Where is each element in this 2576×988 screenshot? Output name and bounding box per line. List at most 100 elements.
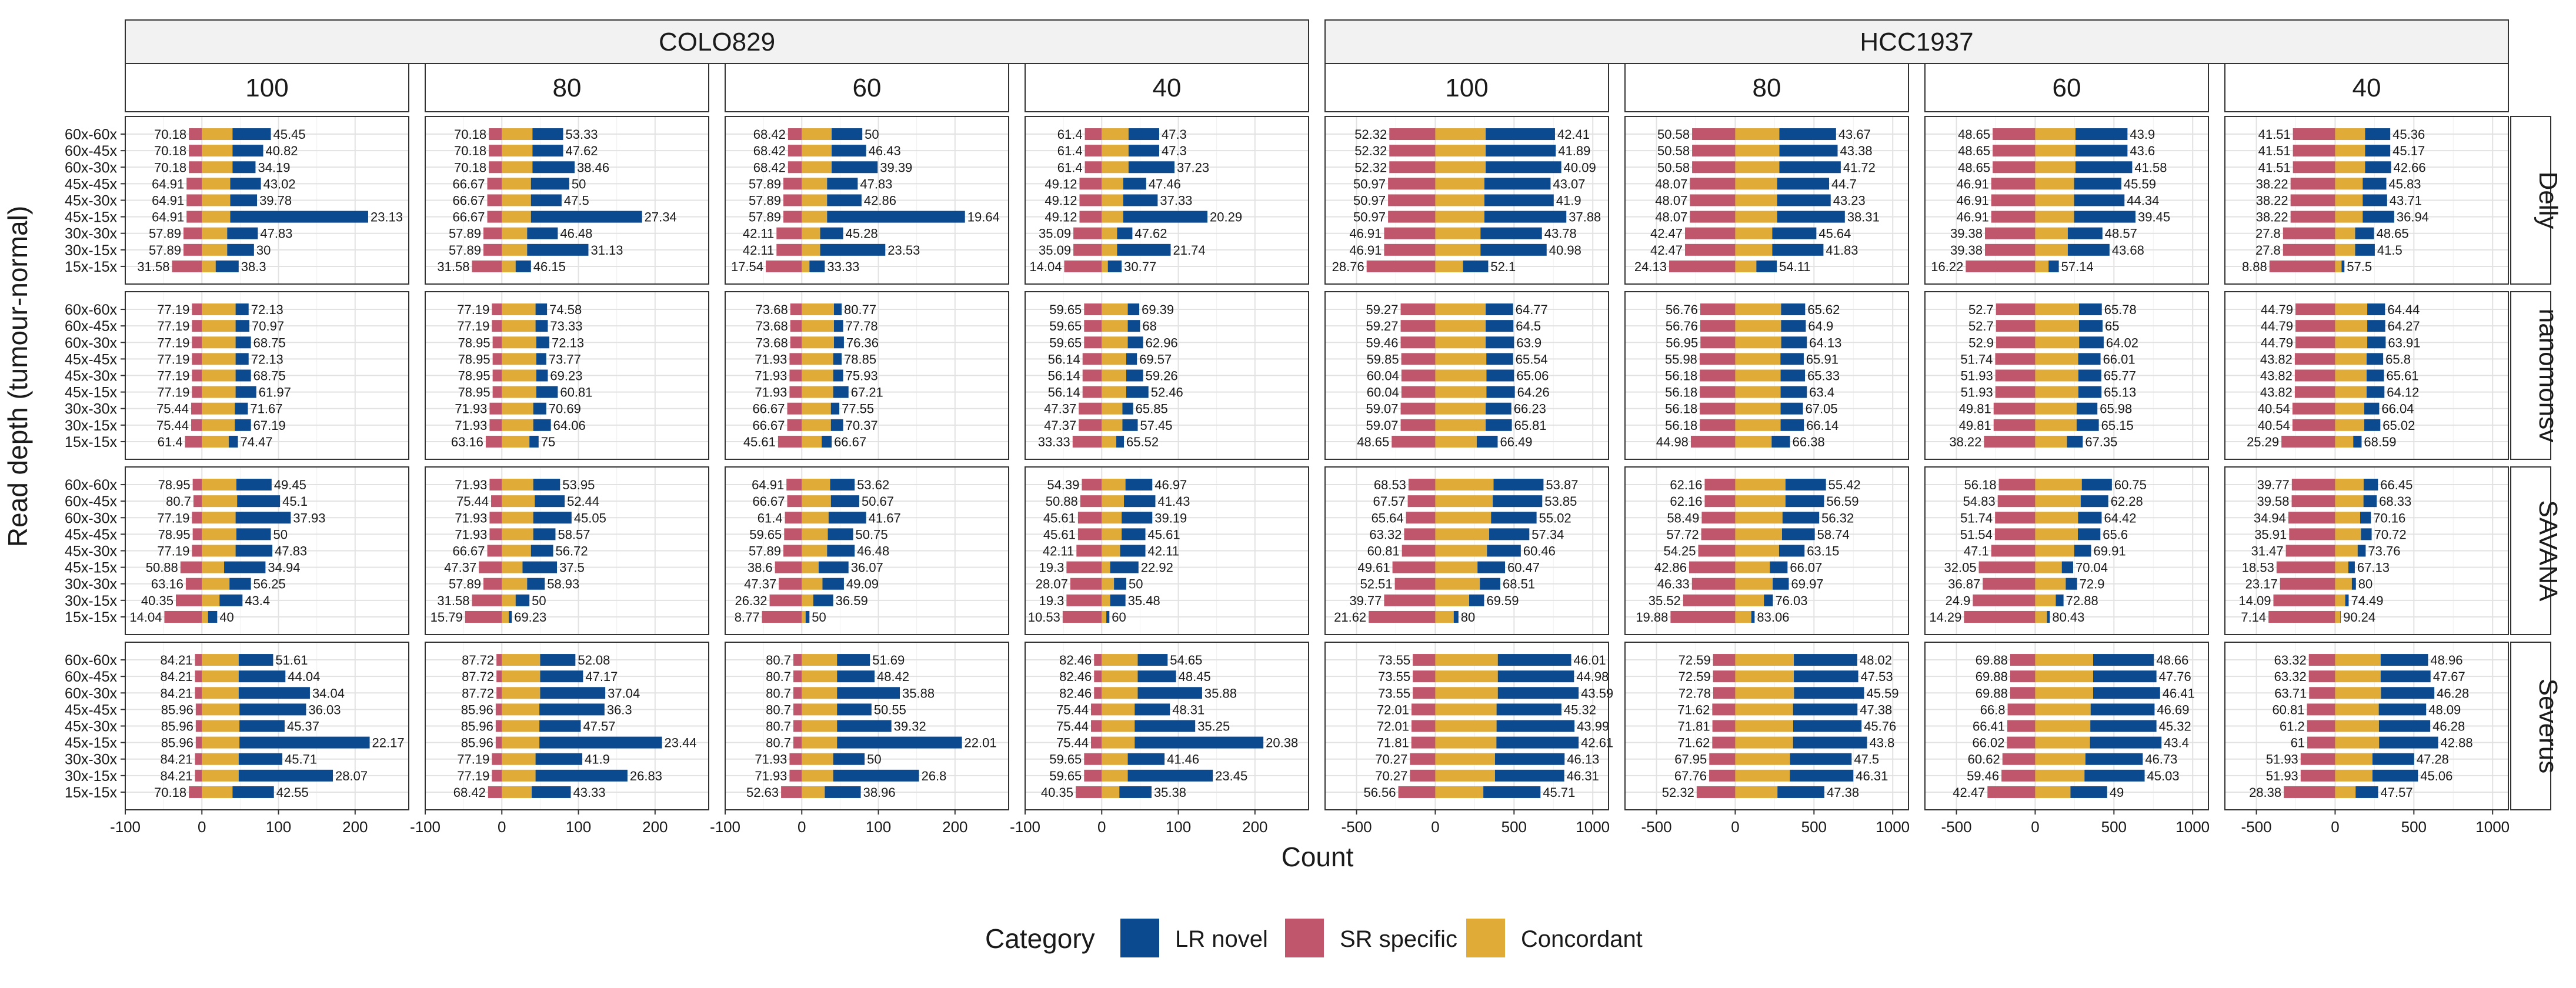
- bar-concordant: [202, 303, 236, 316]
- bar-sr-specific: [776, 243, 802, 256]
- bar-concordant: [1735, 703, 1793, 716]
- data-label-sr: 66.67: [452, 210, 485, 225]
- data-label-sr: 77.19: [157, 544, 189, 559]
- bar-sr-specific: [2295, 303, 2335, 316]
- data-label-lr: 65.15: [2101, 418, 2134, 433]
- bar-sr-specific: [465, 610, 502, 623]
- data-label-sr: 85.96: [161, 702, 193, 717]
- data-label-lr: 69.57: [1139, 352, 1172, 366]
- bar-concordant: [802, 720, 837, 732]
- bar-concordant: [1102, 703, 1135, 716]
- bar-concordant: [802, 561, 819, 573]
- bar-lr-novel: [1779, 128, 1836, 141]
- data-label-lr: 45.64: [1818, 226, 1851, 241]
- data-label-lr: 57.45: [1140, 418, 1172, 433]
- bar-concordant: [802, 419, 831, 431]
- data-label-lr: 23.45: [1215, 769, 1247, 783]
- data-label-sr: 40.54: [2258, 418, 2290, 433]
- bar-concordant: [802, 320, 834, 332]
- bar-sr-specific: [1400, 419, 1436, 431]
- data-label-lr: 64.12: [2387, 385, 2419, 400]
- data-label-sr: 77.19: [157, 319, 189, 333]
- legend-swatch-sr-specific: [1285, 919, 1324, 957]
- bar-concordant: [502, 720, 540, 732]
- data-label-sr: 8.88: [2242, 259, 2267, 274]
- bar-sr-specific: [2280, 578, 2335, 590]
- data-label-sr: 49.81: [1959, 402, 1991, 416]
- data-label-lr: 69.97: [1791, 577, 1823, 592]
- data-label-lr: 65.54: [1516, 352, 1548, 366]
- data-label-sr: 59.27: [1366, 302, 1398, 317]
- data-label-lr: 60.81: [560, 385, 592, 400]
- data-label-sr: 71.93: [455, 402, 487, 416]
- bar-concordant: [1735, 594, 1764, 606]
- bar-sr-specific: [1084, 303, 1102, 316]
- data-label-lr: 45.32: [1564, 702, 1596, 717]
- bar-lr-novel: [2093, 654, 2154, 666]
- data-label-lr: 43.02: [263, 176, 296, 191]
- bar-lr-novel: [1127, 336, 1143, 349]
- bar-sr-specific: [495, 736, 502, 749]
- bar-concordant: [802, 703, 837, 716]
- bar-sr-specific: [1712, 720, 1736, 732]
- bar-concordant: [2035, 594, 2056, 606]
- data-label-lr: 40.98: [1549, 243, 1581, 258]
- bar-lr-novel: [1782, 512, 1820, 524]
- bar-sr-specific: [1983, 578, 2036, 590]
- bar-sr-specific: [180, 561, 202, 573]
- panel-border: [125, 642, 409, 810]
- data-label-sr: 14.04: [129, 610, 162, 625]
- bar-sr-specific: [1084, 336, 1102, 349]
- bar-sr-specific: [1084, 753, 1102, 765]
- bar-concordant: [2035, 320, 2079, 332]
- bar-lr-novel: [2078, 353, 2101, 365]
- data-label-sr: 50.58: [1657, 127, 1690, 142]
- bar-concordant: [502, 303, 536, 316]
- data-label-lr: 73.33: [550, 319, 582, 333]
- x-tick-label: -500: [1342, 818, 1372, 836]
- bar-concordant: [2035, 561, 2062, 573]
- bar-lr-novel: [1486, 402, 1511, 415]
- bar-concordant: [502, 194, 531, 206]
- bar-lr-novel: [530, 194, 562, 206]
- bar-sr-specific: [2001, 769, 2036, 782]
- bar-concordant: [1435, 369, 1487, 382]
- x-tick-label: -100: [1010, 818, 1040, 836]
- data-label-lr: 50: [812, 610, 826, 625]
- bar-sr-specific: [489, 128, 502, 141]
- bar-lr-novel: [2379, 736, 2438, 749]
- bar-sr-specific: [1713, 670, 1736, 683]
- data-label-lr: 26.8: [922, 769, 947, 783]
- bar-sr-specific: [172, 260, 202, 272]
- data-label-sr: 66.67: [752, 418, 785, 433]
- y-tick-label: 30x-30x: [65, 226, 117, 242]
- bar-sr-specific: [1401, 353, 1436, 365]
- bar-sr-specific: [2007, 736, 2036, 749]
- data-label-lr: 45.59: [1866, 686, 1898, 700]
- bar-concordant: [2035, 303, 2079, 316]
- bar-sr-specific: [1994, 528, 2036, 540]
- bar-lr-novel: [1790, 769, 1854, 782]
- bar-lr-novel: [2372, 753, 2414, 765]
- data-label-lr: 75.93: [846, 369, 878, 383]
- bar-sr-specific: [1075, 786, 1102, 798]
- data-label-lr: 46.41: [2163, 686, 2195, 700]
- bar-sr-specific: [2308, 654, 2335, 666]
- bar-lr-novel: [1486, 161, 1561, 173]
- data-label-lr: 35.38: [1154, 785, 1186, 800]
- data-label-sr: 66.67: [752, 402, 785, 416]
- data-label-sr: 75.44: [1056, 702, 1089, 717]
- bar-concordant: [802, 545, 827, 557]
- bar-concordant: [1735, 145, 1780, 157]
- data-label-sr: 87.72: [462, 653, 494, 667]
- bar-concordant: [1102, 769, 1128, 782]
- data-label-lr: 51.69: [872, 653, 905, 667]
- data-label-lr: 66.01: [2103, 352, 2135, 366]
- bar-concordant: [202, 495, 238, 508]
- bar-lr-novel: [230, 211, 368, 223]
- data-label-sr: 33.33: [1038, 435, 1070, 449]
- data-label-sr: 49.12: [1045, 193, 1077, 208]
- y-tick-label: 30x-15x: [65, 242, 117, 259]
- data-label-sr: 57.72: [1667, 527, 1699, 542]
